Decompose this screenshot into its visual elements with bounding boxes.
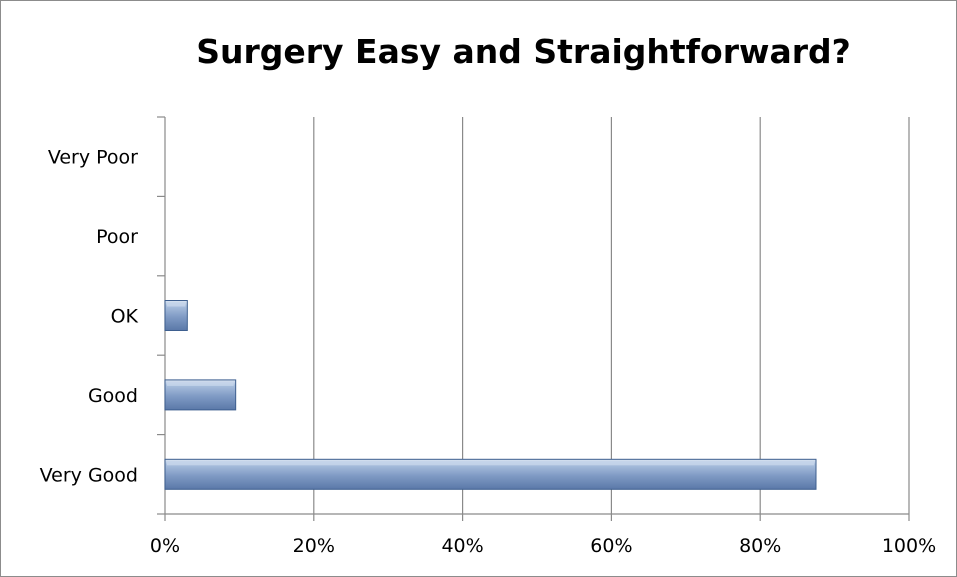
x-tick-label: 40% (441, 535, 483, 557)
bars (164, 300, 817, 490)
y-tick-label: Very Poor (48, 147, 138, 169)
x-tick-label: 100% (882, 535, 936, 557)
x-tick-label: 80% (739, 535, 781, 557)
y-tick-label: Good (88, 385, 138, 407)
bar-highlight (167, 302, 186, 307)
y-tick-label: OK (111, 306, 139, 328)
bar-ok (164, 300, 188, 331)
gridlines (313, 117, 910, 514)
y-tick-label: Very Good (40, 464, 138, 486)
bar-highlight (167, 461, 814, 466)
y-tick-label: Poor (96, 226, 138, 248)
tick-labels: 0% 20% 40% 60% 80% 100% Very Poor Poor OK Good Ver… (40, 147, 937, 557)
x-tick-label: 0% (150, 535, 180, 557)
x-tick-label: 20% (293, 535, 335, 557)
chart-title: Surgery Easy and Straightforward? (196, 32, 851, 71)
bar-highlight (167, 381, 234, 386)
x-tick-label: 60% (590, 535, 632, 557)
